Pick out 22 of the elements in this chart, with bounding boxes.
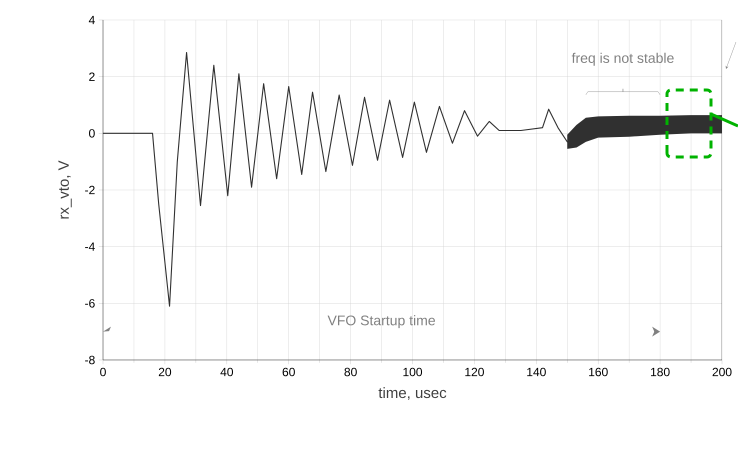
annotation: VFO Startup time [328,315,436,328]
x-tick-label: 180 [651,368,670,376]
y-axis-title: rx_vto, V [58,160,72,219]
y-tick-label: 0 [89,129,95,138]
y-tick-label: -6 [85,299,95,308]
x-axis-title: time, usec [378,387,446,400]
y-tick-label: -4 [85,242,95,251]
y-tick-label: -8 [85,356,95,364]
x-tick-label: 140 [527,368,546,376]
annotation: freq is not stable [572,52,674,66]
x-tick-label: 0 [100,368,106,376]
x-tick-label: 200 [712,368,732,376]
x-tick-label: 100 [403,368,422,376]
y-tick-label: 4 [88,16,95,24]
y-tick-label: -2 [85,186,95,194]
x-tick-label: 160 [589,368,608,376]
y-tick-label: 2 [89,72,95,81]
x-tick-label: 40 [220,368,234,376]
x-tick-label: 20 [158,368,172,376]
x-tick-label: 120 [465,368,484,376]
x-tick-label: 60 [282,368,295,376]
x-tick-label: 80 [344,368,357,376]
